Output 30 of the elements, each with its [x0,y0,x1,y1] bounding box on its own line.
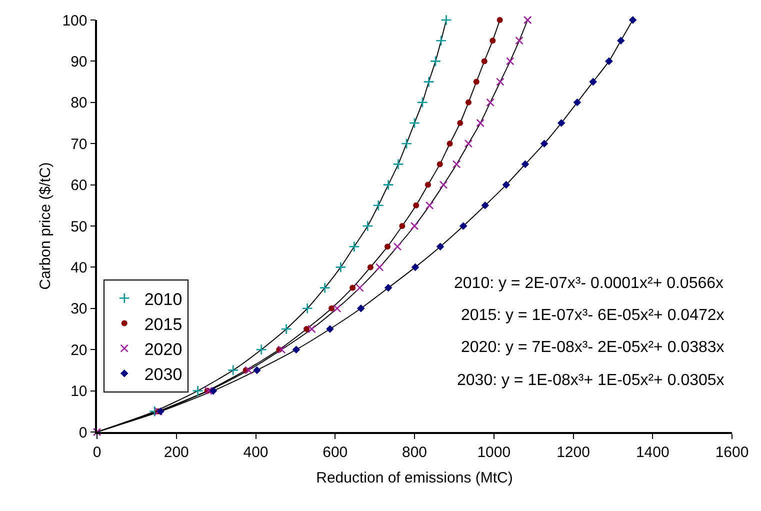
x-tick-label: 1600 [715,444,749,461]
x-tick-label: 600 [322,444,348,461]
annotation: 2020: y = 7E-08x³- 2E-05x²+ 0.0383x [461,339,724,356]
annotation: 2030: y = 1E-08x³+ 1E-05x²+ 0.0305x [457,372,724,389]
y-tick-label: 0 [78,424,88,442]
y-tick-label: 30 [70,300,88,318]
x-tick-label: 400 [243,444,268,461]
y-tick-label: 80 [70,94,88,112]
annotation: 2015: y = 1E-07x³- 6E-05x²+ 0.0472x [461,307,724,324]
legend-label: 2010 [144,290,182,309]
y-tick-label: 60 [70,177,88,194]
x-tick-label: 1400 [636,444,670,461]
x-tick-label: 1000 [477,444,511,461]
y-tick-label: 100 [62,12,88,30]
legend-label: 2020 [144,340,182,359]
y-tick-label: 10 [70,383,88,400]
y-tick-label: 90 [70,53,88,70]
x-tick-label: 0 [92,444,102,461]
x-tick-label: 200 [164,444,189,461]
x-tick-label: 1200 [556,444,590,461]
x-axis-title: Reduction of emissions (MtC) [316,469,513,486]
legend-label: 2030 [144,365,182,384]
legend-label: 2015 [144,314,182,334]
y-axis-title: Carbon price ($/tC) [36,162,54,290]
annotation: 2010: y = 2E-07x³- 0.0001x²+ 0.0566x [454,275,724,292]
x-tick-label: 800 [402,444,428,461]
y-tick-label: 20 [70,342,88,359]
y-tick-label: 70 [70,136,88,153]
y-tick-label: 50 [70,218,88,236]
y-tick-label: 40 [70,259,88,276]
